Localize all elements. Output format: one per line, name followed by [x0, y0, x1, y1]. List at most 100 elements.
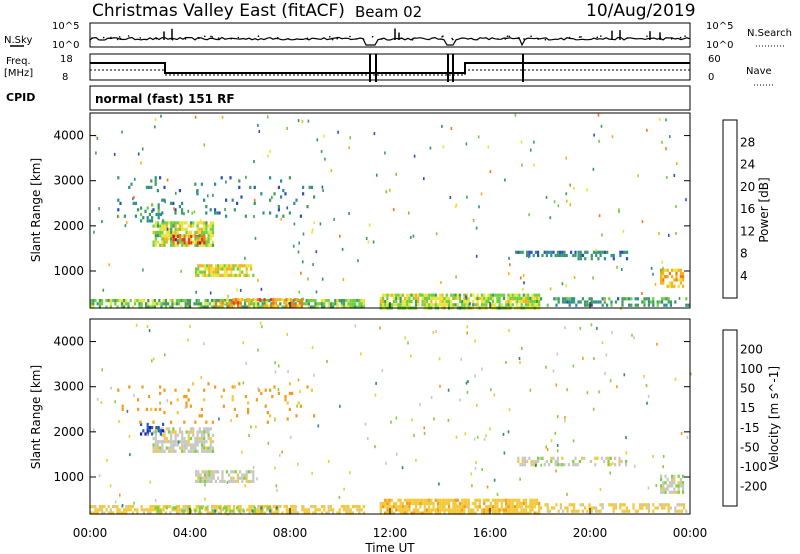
heatmap-cell: [244, 299, 247, 303]
heatmap-cell: [232, 476, 235, 480]
nsearch-point: [102, 36, 105, 39]
heatmap-cell: [625, 257, 629, 261]
heatmap-cell: [165, 237, 168, 241]
heatmap-cell: [472, 300, 475, 304]
heatmap-cell: [425, 501, 429, 506]
heatmap-cell: [203, 342, 205, 346]
heatmap-cell: [682, 278, 685, 282]
heatmap-cell: [189, 505, 192, 509]
colorbar-tick-label: -100: [740, 460, 767, 474]
heatmap-cell: [154, 433, 157, 437]
heatmap-cell: [269, 414, 272, 418]
heatmap-cell: [454, 508, 457, 512]
heatmap-cell: [529, 501, 532, 506]
heatmap-cell: [337, 130, 339, 134]
heatmap-cell: [187, 449, 190, 453]
heatmap-cell: [101, 299, 104, 303]
heatmap-cell: [244, 214, 247, 218]
heatmap-cell: [487, 293, 490, 297]
heatmap-cell: [247, 264, 250, 268]
heatmap-cell: [209, 427, 212, 431]
heatmap-cell: [167, 427, 171, 431]
heatmap-cell: [196, 224, 199, 228]
heatmap-cell: [553, 506, 556, 510]
heatmap-cell: [679, 268, 682, 272]
heatmap-cell: [327, 459, 330, 463]
heatmap-cell: [176, 241, 180, 245]
heatmap-cell: [660, 281, 663, 285]
heatmap-cell: [523, 281, 525, 285]
heatmap-cell: [288, 176, 291, 180]
heatmap-cell: [569, 183, 571, 187]
heatmap-cell: [606, 303, 609, 307]
heatmap-cell: [161, 449, 164, 453]
heatmap-cell: [251, 509, 254, 513]
heatmap-cell: [208, 267, 211, 271]
heatmap-cell: [228, 304, 231, 308]
heatmap-cell: [173, 207, 175, 211]
heatmap-cell: [430, 396, 433, 399]
heatmap-cell: [447, 300, 451, 304]
heatmap-cell: [423, 293, 426, 297]
heatmap-cell: [163, 388, 166, 392]
heatmap-cell: [148, 212, 151, 217]
heatmap-cell: [660, 490, 663, 494]
heatmap-cell: [223, 270, 226, 274]
heatmap-cell: [117, 208, 120, 212]
heatmap-cell: [406, 303, 409, 307]
heatmap-cell: [417, 508, 420, 512]
y-tick-label: 4000: [53, 335, 84, 349]
heatmap-cell: [408, 211, 410, 215]
heatmap-cell: [511, 303, 514, 307]
heatmap-cell: [472, 508, 475, 512]
heatmap-cell: [124, 224, 127, 228]
heatmap-cell: [163, 198, 166, 202]
nsearch-point: [646, 35, 648, 38]
heatmap-cell: [315, 290, 318, 294]
heatmap-cell: [286, 417, 289, 421]
heatmap-cell: [183, 420, 186, 424]
colorbar-tick-label: 200: [740, 343, 763, 357]
heatmap-cell: [568, 303, 571, 307]
heatmap-cell: [245, 476, 248, 480]
heatmap-cell: [528, 250, 531, 254]
heatmap-cell: [183, 443, 186, 447]
heatmap-cell: [490, 388, 492, 392]
heatmap-cell: [524, 303, 528, 307]
heatmap-cell: [130, 182, 133, 186]
heatmap-cell: [154, 436, 157, 441]
heatmap-cell: [114, 299, 117, 303]
heatmap-cell: [198, 243, 201, 247]
heatmap-cell: [174, 238, 177, 242]
heatmap-cell: [544, 503, 547, 507]
heatmap-cell: [569, 203, 572, 207]
heatmap-cell: [658, 117, 661, 121]
heatmap-cell: [622, 229, 625, 233]
heatmap-cell: [507, 505, 510, 509]
heatmap-cell: [186, 305, 189, 309]
heatmap-cell: [209, 243, 212, 247]
heatmap-cell: [498, 498, 501, 502]
heatmap-cell: [157, 203, 160, 207]
heatmap-cell: [321, 185, 324, 189]
heatmap-cell: [575, 303, 578, 307]
heatmap-cell: [154, 430, 157, 434]
heatmap-cell: [105, 299, 108, 303]
heatmap-cell: [327, 505, 330, 509]
heatmap-cell: [167, 221, 171, 225]
heatmap-cell: [590, 323, 593, 327]
heatmap-cell: [203, 433, 206, 437]
heatmap-cell: [206, 470, 209, 474]
heatmap-cell: [203, 443, 206, 447]
heatmap-cell: [221, 115, 224, 119]
heatmap-cell: [461, 300, 464, 304]
heatmap-cell: [590, 257, 593, 261]
heatmap-cell: [316, 305, 319, 309]
heatmap-cell: [287, 304, 290, 308]
heatmap-cell: [662, 483, 665, 486]
heatmap-cell: [260, 509, 263, 513]
heatmap-cell: [683, 506, 686, 510]
heatmap-cell: [155, 426, 158, 430]
